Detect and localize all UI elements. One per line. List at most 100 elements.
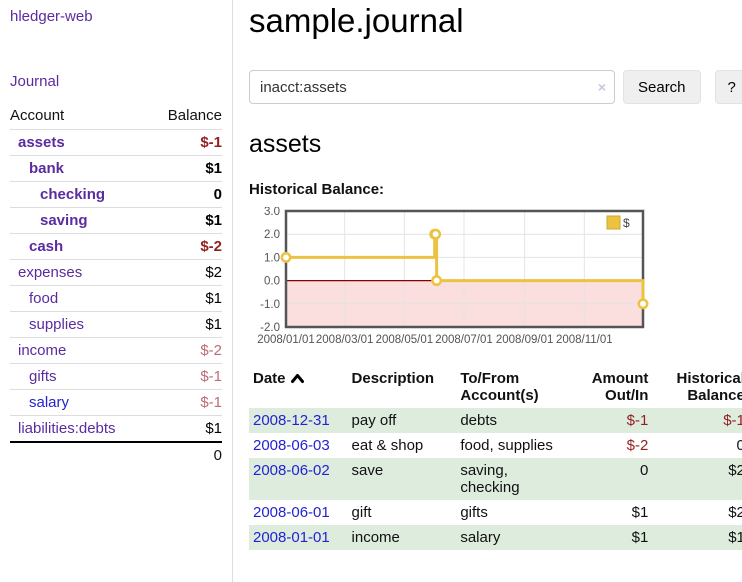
account-row: supplies $1 [10,311,222,338]
account-balance: $1 [150,285,222,312]
x-tick-label: 2008/01/01 [257,334,315,346]
account-balance-table: Account Balance assets $-1 bank $1 checking 0… [10,103,222,468]
transaction-date-link[interactable]: 2008-06-01 [253,504,330,521]
main-content: sample.journal × Search ? assets Histori… [233,0,742,582]
account-row: expenses $2 [10,259,222,286]
y-tick-label: -1.0 [260,299,280,311]
transaction-amount: $1 [631,504,649,521]
transaction-date-link[interactable]: 2008-01-01 [253,529,330,546]
x-tick-label: 2008/09/01 [496,334,554,346]
search-form: × Search ? [249,70,742,104]
account-row: checking 0 [10,181,222,208]
account-link[interactable]: checking [40,186,106,203]
x-tick-label: 2008/07/01 [435,334,493,346]
register-row: 2008-06-03 eat & shop food, supplies $-2 0 [249,433,742,458]
account-row: salary $-1 [10,389,222,416]
total-balance: 0 [150,441,222,468]
account-balance: $-1 [150,363,222,390]
data-point-marker [431,275,443,287]
plot-border [284,209,645,329]
transaction-balance: $1 [728,529,742,546]
account-balance: $1 [150,311,222,338]
account-link[interactable]: income [18,342,67,359]
amount-column-header: Amount Out/In [591,370,649,404]
register-row: 2008-06-02 save saving, checking 0 $2 [249,458,742,500]
clear-search-icon[interactable]: × [597,79,606,95]
account-link[interactable]: food [29,290,59,307]
account-table-header: Account Balance [10,103,222,130]
account-link[interactable]: saving [40,212,88,229]
account-link[interactable]: assets [18,134,65,151]
transaction-amount: $1 [631,529,649,546]
account-link[interactable]: expenses [18,264,83,281]
transaction-balance: $2 [728,462,742,479]
legend-swatch [606,215,621,230]
account-row: food $1 [10,285,222,312]
data-point-marker [280,251,292,263]
account-balance: $1 [150,155,222,182]
transaction-accounts: saving, checking [460,462,520,496]
transaction-description: gift [351,504,372,521]
transaction-amount: $-2 [626,437,649,454]
account-column-header: Account [10,103,151,130]
data-point-marker [430,228,442,240]
account-link[interactable]: supplies [29,316,85,333]
chart-title: Historical Balance: [249,181,385,198]
x-tick-label: 2008/03/01 [316,334,374,346]
date-column-header[interactable]: Date [249,368,348,408]
transaction-amount: 0 [640,462,649,479]
help-button[interactable]: ? [714,70,742,104]
account-balance: $-2 [150,337,222,364]
register-row: 2008-06-01 gift gifts $1 $2 [249,500,742,525]
account-balance: $-1 [150,129,222,156]
account-balance: $-1 [150,389,222,416]
account-balance: $-2 [150,233,222,260]
account-row: saving $1 [10,207,222,234]
transaction-date-link[interactable]: 2008-06-03 [253,437,330,454]
description-column-header: Description [351,370,435,387]
transaction-date-link[interactable]: 2008-06-02 [253,462,330,479]
sidebar: hledger-web Journal Account Balance asse… [0,0,233,582]
account-row: bank $1 [10,155,222,182]
account-link[interactable]: liabilities:debts [18,420,116,437]
brand-link[interactable]: hledger-web [10,8,93,25]
search-button[interactable]: Search [623,70,701,104]
transaction-description: eat & shop [351,437,424,454]
account-row: gifts $-1 [10,363,222,390]
register-row: 2008-01-01 income salary $1 $1 [249,525,742,550]
y-tick-label: 0.0 [264,276,280,288]
register-table-body: 2008-12-31 pay off debts $-1 $-1 2008-06-03 ea… [249,408,742,550]
historical-balance-chart: $3.0 2.0 1.0 0.0 -1.0 -2.0 2008/01/01 2008/03/0… [249,206,742,351]
transaction-accounts: food, supplies [460,437,553,454]
transaction-accounts: gifts [460,504,488,521]
accounts-column-header: To/From Account(s) [460,370,539,404]
transaction-balance: $2 [728,504,742,521]
transaction-accounts: salary [460,529,501,546]
account-balance: $1 [150,415,222,443]
transaction-amount: $-1 [626,412,649,429]
y-tick-label: 2.0 [264,229,280,241]
account-link[interactable]: gifts [29,368,57,385]
transaction-description: save [351,462,384,479]
balance-column-header: Balance [150,103,222,130]
transaction-balance: $-1 [723,412,742,429]
account-row: cash $-2 [10,233,222,260]
transaction-date-link[interactable]: 2008-12-31 [253,412,330,429]
transaction-balance: 0 [736,437,742,454]
account-balance: $2 [150,259,222,286]
account-row: assets $-1 [10,129,222,156]
search-input-wrap: × [249,70,615,104]
account-link[interactable]: bank [29,160,65,177]
y-tick-label: 3.0 [264,207,280,218]
transaction-accounts: debts [460,412,498,429]
data-point-marker [637,298,649,310]
y-tick-label: -2.0 [260,322,280,334]
transaction-description: income [351,529,400,546]
account-balance: $1 [150,207,222,234]
sidebar-item-journal[interactable]: Journal [10,73,60,90]
legend-label: $ [623,216,630,230]
search-input[interactable] [249,70,615,104]
account-link[interactable]: salary [29,394,70,411]
account-link[interactable]: cash [29,238,64,255]
